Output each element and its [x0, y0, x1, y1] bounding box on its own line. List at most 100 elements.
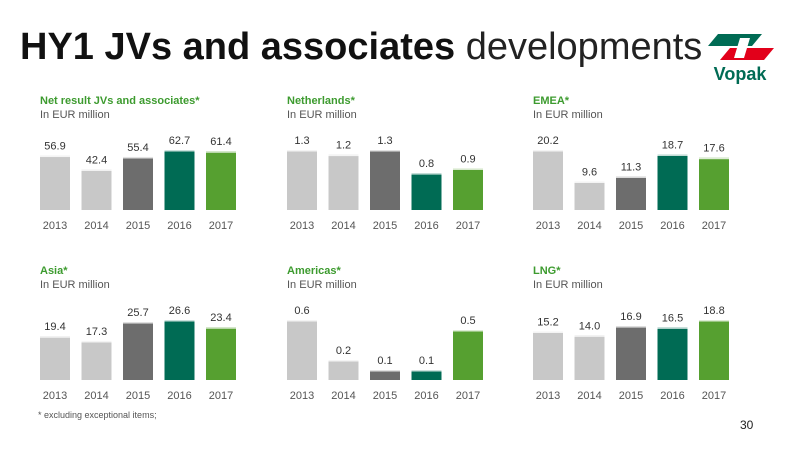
- value-label: 0.8: [419, 158, 434, 170]
- bar-2013: [287, 150, 317, 210]
- category-label: 2013: [290, 390, 314, 402]
- bar-2014: [574, 335, 605, 380]
- bar-highlight: [533, 150, 563, 152]
- chart-panel-emea: EMEA* In EUR million 20.2 2013 9.6 2014 11.3 20…: [533, 95, 729, 232]
- bar-highlight: [370, 150, 400, 152]
- bar-highlight: [40, 155, 70, 158]
- bar-2017: [453, 330, 483, 380]
- panel-title: Asia*: [40, 265, 68, 277]
- category-label: 2014: [331, 390, 355, 402]
- category-label: 2013: [536, 390, 560, 402]
- bar-highlight: [206, 151, 236, 153]
- chart-panel-asia: Asia* In EUR million 19.4 2013 17.3 2014 25.7 2…: [40, 265, 236, 402]
- bar-highlight: [533, 331, 563, 333]
- bar-highlight: [453, 168, 483, 170]
- bar-2013: [533, 150, 563, 210]
- value-label: 55.4: [127, 142, 148, 154]
- category-label: 2016: [414, 390, 438, 402]
- bar-highlight: [164, 150, 195, 152]
- value-label: 17.3: [86, 326, 107, 338]
- logo-mark-green: [708, 34, 762, 46]
- bar-2017: [206, 151, 236, 210]
- category-label: 2015: [619, 390, 643, 402]
- value-label: 42.4: [86, 154, 107, 166]
- bar-highlight: [123, 322, 153, 324]
- slide-title: HY1 JVs and associates developments: [20, 24, 702, 70]
- logo-mark-white: [734, 38, 750, 58]
- logo-mark-red: [720, 48, 774, 60]
- category-label: 2015: [126, 390, 150, 402]
- value-label: 62.7: [169, 135, 190, 147]
- bar-highlight: [616, 176, 646, 178]
- bar-2015: [616, 176, 646, 210]
- category-label: 2014: [577, 220, 601, 232]
- value-label: 18.8: [703, 305, 724, 317]
- chart-panel-netherlands: Netherlands* In EUR million 1.3 2013 1.2 2014…: [287, 95, 483, 232]
- bar-highlight: [370, 370, 400, 372]
- value-label: 0.9: [460, 153, 475, 165]
- bar-2016: [164, 320, 195, 380]
- category-label: 2016: [414, 220, 438, 232]
- bar-highlight: [287, 320, 317, 322]
- value-label: 61.4: [210, 136, 231, 148]
- value-label: 14.0: [579, 320, 600, 332]
- page-number: 30: [740, 418, 754, 432]
- category-label: 2017: [209, 220, 233, 232]
- category-label: 2013: [536, 220, 560, 232]
- value-label: 1.2: [336, 140, 351, 152]
- panel-subtitle: In EUR million: [40, 279, 110, 291]
- panel-title: LNG*: [533, 265, 561, 277]
- value-label: 16.9: [620, 311, 641, 323]
- bar-2015: [616, 326, 646, 380]
- category-label: 2015: [373, 390, 397, 402]
- bar-2014: [574, 181, 605, 210]
- category-label: 2017: [456, 220, 480, 232]
- value-label: 0.6: [294, 305, 309, 317]
- bar-2015: [370, 370, 400, 380]
- bar-2017: [699, 320, 729, 380]
- value-label: 56.9: [44, 141, 65, 153]
- chart-panel-net-result: Net result JVs and associates* In EUR mil…: [40, 95, 236, 232]
- bar-highlight: [411, 370, 442, 372]
- panel-title: Netherlands*: [287, 95, 356, 107]
- panel-subtitle: In EUR million: [287, 279, 357, 291]
- footnote: * excluding exceptional items;: [38, 410, 157, 420]
- bar-2014: [328, 154, 359, 210]
- chart-panel-lng: LNG* In EUR million 15.2 2013 14.0 2014 16.9 20…: [533, 265, 729, 402]
- panel-subtitle: In EUR million: [40, 109, 110, 121]
- value-label: 1.3: [377, 135, 392, 147]
- bar-highlight: [574, 181, 605, 183]
- bar-2016: [657, 327, 688, 380]
- value-label: 0.1: [377, 355, 392, 367]
- category-label: 2016: [660, 220, 684, 232]
- value-label: 19.4: [44, 321, 65, 333]
- value-label: 0.1: [419, 355, 434, 367]
- category-label: 2013: [290, 220, 314, 232]
- value-label: 16.5: [662, 312, 683, 324]
- bar-highlight: [657, 154, 688, 156]
- category-label: 2013: [43, 220, 67, 232]
- bar-2014: [81, 169, 112, 210]
- category-label: 2015: [373, 220, 397, 232]
- bar-highlight: [287, 150, 317, 152]
- bar-highlight: [699, 320, 729, 322]
- value-label: 18.7: [662, 139, 683, 151]
- category-label: 2014: [84, 390, 108, 402]
- bar-highlight: [81, 340, 112, 343]
- category-label: 2016: [167, 220, 191, 232]
- value-label: 23.4: [210, 312, 231, 324]
- bar-highlight: [699, 157, 729, 160]
- category-label: 2014: [577, 390, 601, 402]
- category-label: 2016: [660, 390, 684, 402]
- bar-highlight: [328, 360, 359, 362]
- panel-subtitle: In EUR million: [533, 279, 603, 291]
- panel-subtitle: In EUR million: [287, 109, 357, 121]
- value-label: 11.3: [621, 161, 642, 173]
- bar-2017: [699, 157, 729, 210]
- value-label: 20.2: [537, 135, 558, 147]
- category-label: 2014: [84, 220, 108, 232]
- bar-2013: [40, 155, 70, 210]
- category-label: 2017: [209, 390, 233, 402]
- value-label: 25.7: [127, 307, 148, 319]
- panel-subtitle: In EUR million: [533, 109, 603, 121]
